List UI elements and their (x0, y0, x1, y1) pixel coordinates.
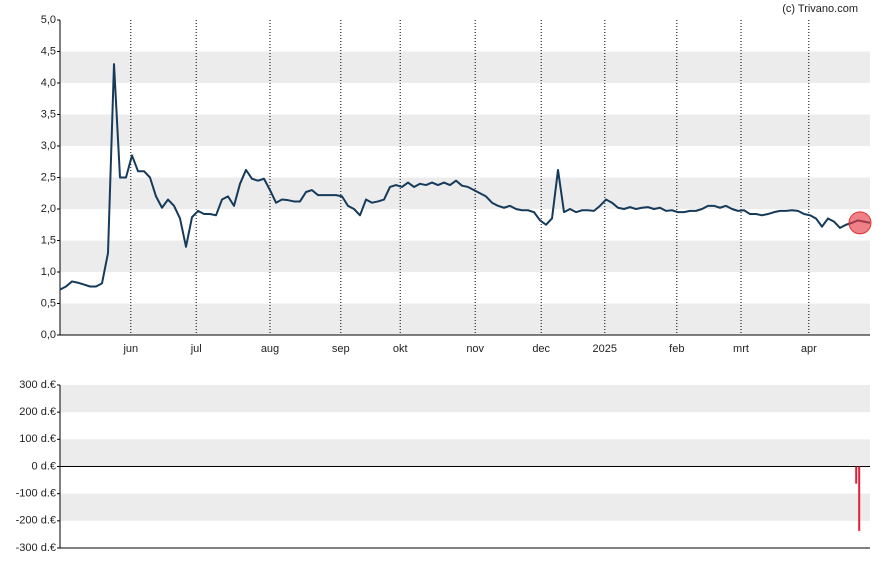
y-tick-label: 2,5 (41, 171, 56, 183)
grid-band (60, 114, 870, 146)
x-tick-label: aug (261, 343, 279, 355)
x-tick-label: sep (332, 343, 350, 355)
y-tick-label: 2,0 (41, 203, 56, 215)
x-tick-label: jul (190, 343, 202, 355)
x-tick-label: nov (466, 343, 484, 355)
y-tick-label: 200 d.€ (19, 406, 56, 418)
x-tick-label: jun (122, 343, 138, 355)
y-tick-label: 0,0 (41, 329, 56, 341)
y-tick-label: 5,0 (41, 14, 56, 26)
y-tick-label: 1,0 (41, 266, 56, 278)
y-tick-label: 300 d.€ (19, 379, 56, 391)
x-tick-label: feb (669, 343, 684, 355)
grid-band (60, 493, 870, 521)
y-tick-label: 3,5 (41, 108, 56, 120)
grid-band (60, 303, 870, 335)
y-tick-label: 1,5 (41, 234, 56, 246)
x-tick-label: dec (532, 343, 550, 355)
grid-band (60, 240, 870, 272)
x-tick-label: 2025 (593, 343, 617, 355)
grid-band (60, 385, 870, 413)
source-credit: (c) Trivano.com (782, 3, 858, 15)
y-tick-label: -300 d.€ (16, 542, 56, 554)
y-tick-label: 4,5 (41, 45, 56, 57)
x-tick-label: mrt (733, 343, 749, 355)
bar (855, 466, 858, 484)
y-tick-label: 100 d.€ (19, 433, 56, 445)
y-tick-label: 0 d.€ (32, 460, 56, 472)
y-tick-label: -100 d.€ (16, 488, 56, 500)
y-tick-label: 0,5 (41, 297, 56, 309)
y-tick-label: 4,0 (41, 77, 56, 89)
y-tick-label: 3,0 (41, 140, 56, 152)
y-tick-label: -200 d.€ (16, 515, 56, 527)
last-value-marker (848, 211, 872, 235)
grid-band (60, 51, 870, 83)
grid-band (60, 439, 870, 467)
price-line (59, 63, 871, 291)
x-tick-label: apr (801, 343, 817, 355)
x-tick-label: okt (393, 343, 408, 355)
bar (858, 466, 861, 531)
grid-band (60, 177, 870, 209)
